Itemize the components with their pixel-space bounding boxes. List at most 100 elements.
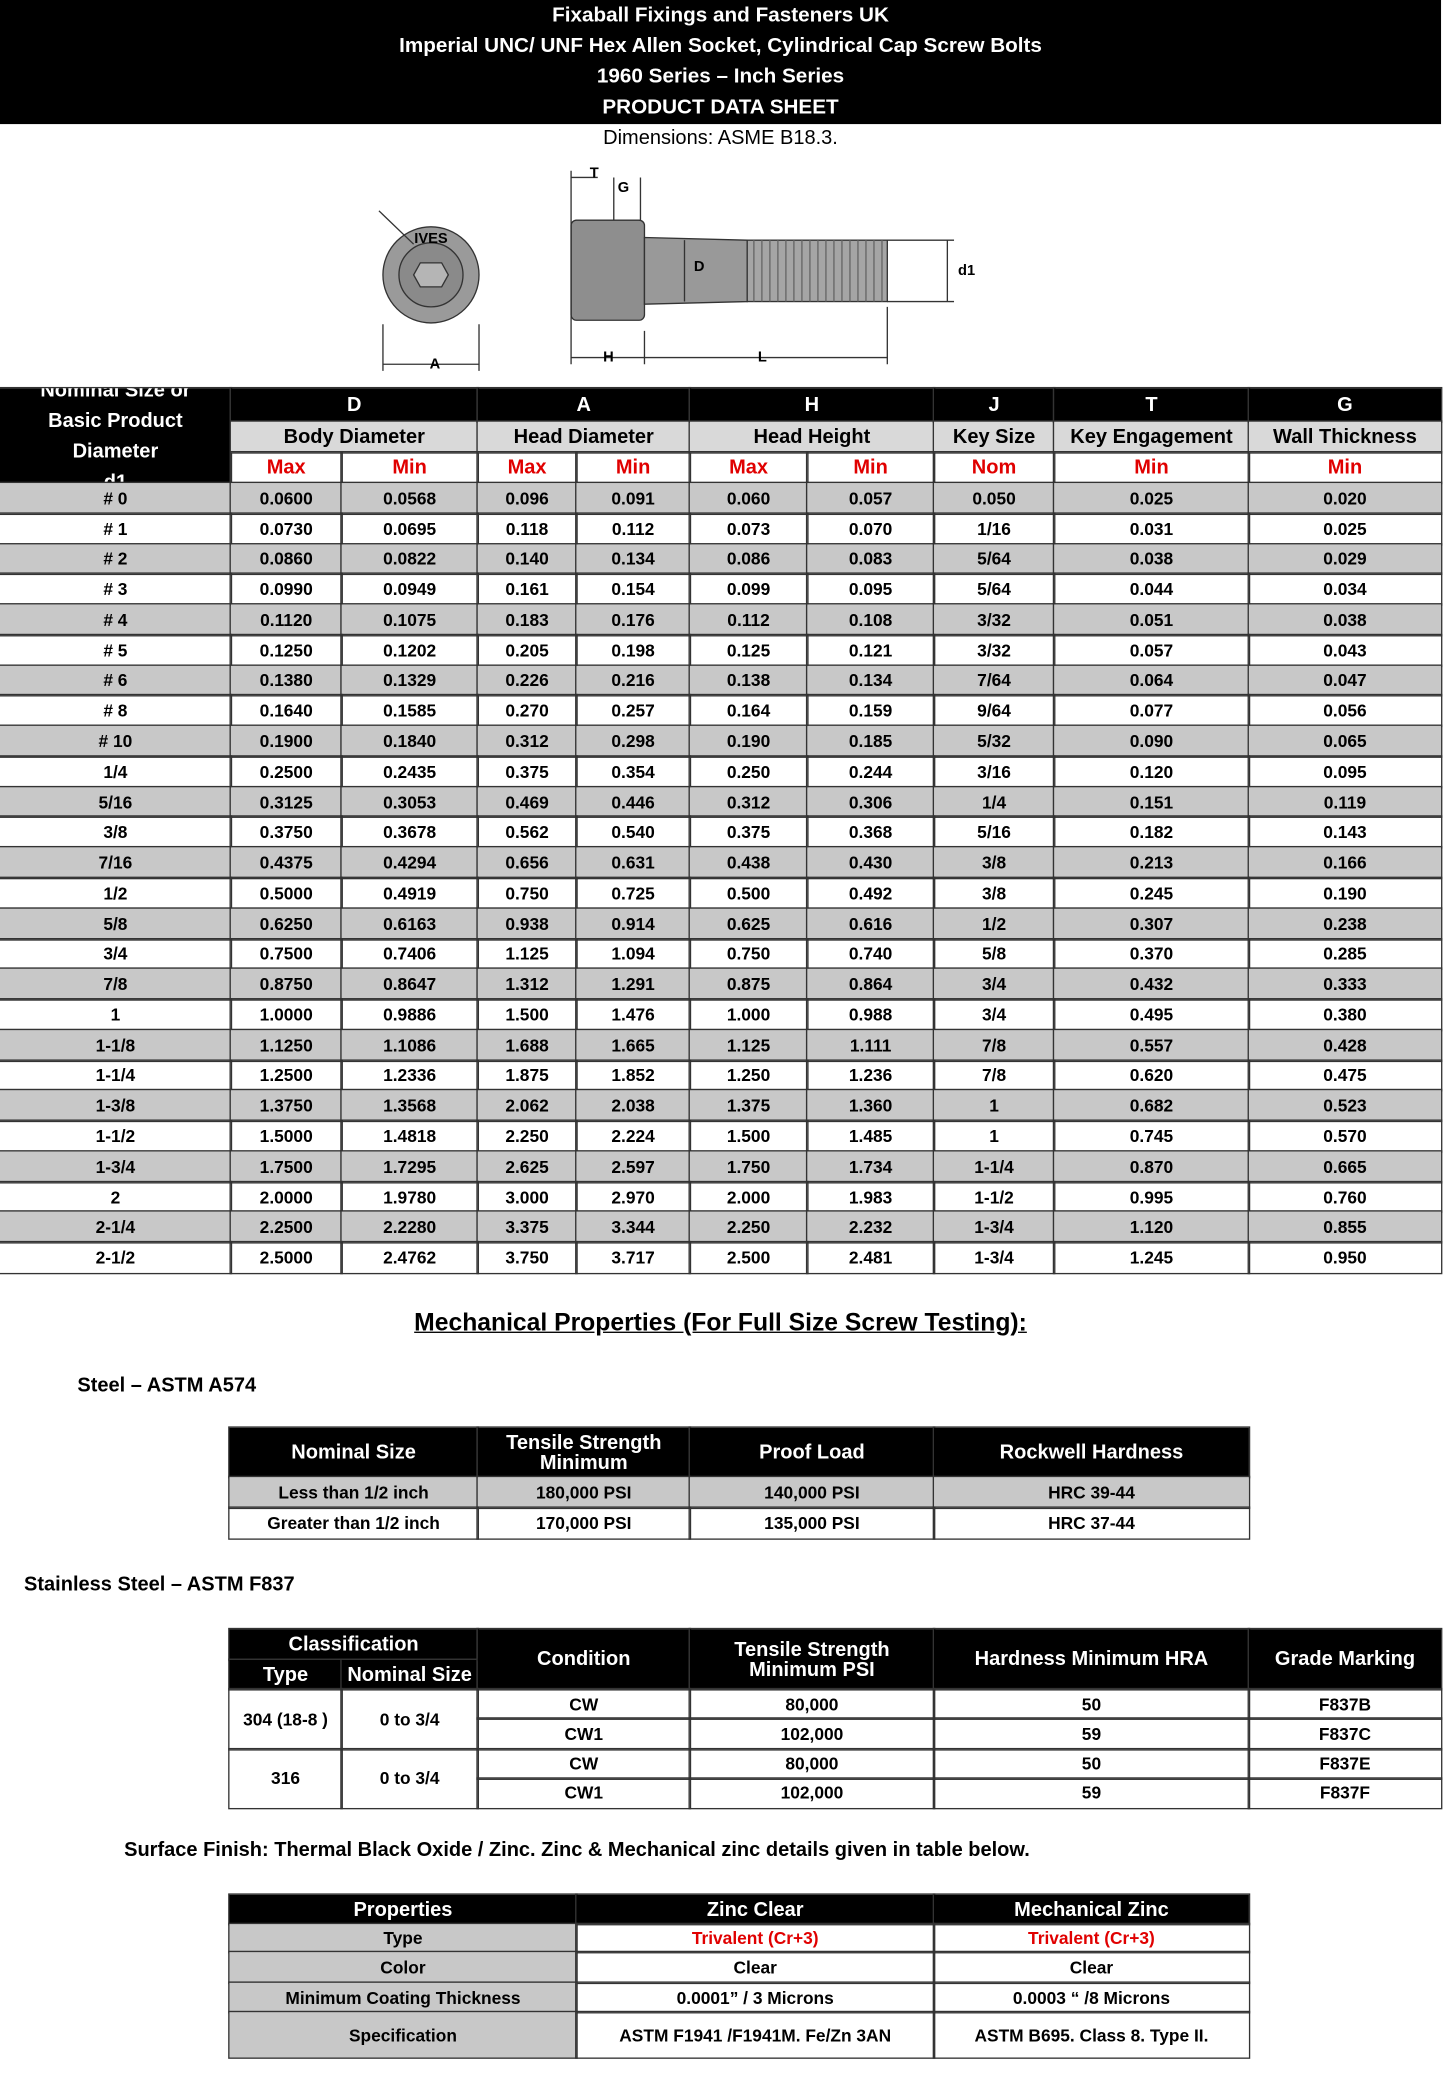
cell: 1.0000 <box>230 998 343 1031</box>
column-letter: T <box>1053 387 1250 423</box>
cell: 1-3/4 <box>933 1241 1055 1274</box>
cell: 2.000 <box>689 1181 808 1213</box>
cell: 2.597 <box>575 1150 691 1183</box>
cell: 0.038 <box>1248 603 1442 636</box>
head <box>570 219 646 321</box>
dim-label: L <box>758 350 767 366</box>
thread-lines <box>753 240 883 302</box>
cell: 5/32 <box>933 725 1055 758</box>
cell: Trivalent (Cr+3) <box>933 1923 1250 1953</box>
cell: 0.914 <box>575 907 691 940</box>
cell: 50 <box>933 1688 1250 1720</box>
cell: 0.270 <box>477 695 578 727</box>
column-sub: Min <box>1053 451 1250 484</box>
header-cell: Type <box>228 1659 343 1690</box>
cell: 0.166 <box>1248 846 1442 879</box>
cell: 0.154 <box>575 573 691 606</box>
cell: 1/16 <box>933 512 1055 545</box>
cell: 0.375 <box>477 755 578 788</box>
cell: 0.475 <box>1248 1059 1442 1092</box>
cell: 59 <box>933 1718 1250 1750</box>
cell: 0.4375 <box>230 846 343 879</box>
stainless-heading: Stainless Steel – ASTM F837 <box>24 1573 295 1596</box>
cell: 0.125 <box>689 634 808 666</box>
cell: 0.562 <box>477 816 578 849</box>
dim-label: G <box>618 180 629 196</box>
cell: 0.446 <box>575 786 691 818</box>
cell: 0.083 <box>806 543 935 575</box>
size-cell: 3/8 <box>0 816 232 849</box>
cell: 0.070 <box>806 512 935 545</box>
cell: 0.086 <box>689 543 808 575</box>
cell: 3.750 <box>477 1241 578 1274</box>
cell: 0.161 <box>477 573 578 606</box>
cell: 1.7500 <box>230 1150 343 1183</box>
corner-text: Nominal Size or Basic Product Diameter d1 <box>0 388 231 483</box>
cell: 1-1/2 <box>933 1181 1055 1213</box>
corner-line: Basic Product <box>48 409 183 433</box>
cell: CW1 <box>477 1777 691 1809</box>
cell: 2.0000 <box>230 1181 343 1213</box>
cell: 0.557 <box>1053 1029 1250 1061</box>
cell: CW <box>477 1747 691 1779</box>
cell: 0.1840 <box>340 725 479 758</box>
cell: 102,000 <box>689 1777 935 1809</box>
cell: Trivalent (Cr+3) <box>575 1923 935 1953</box>
cell: 0.047 <box>1248 664 1442 697</box>
header-cell: Nominal Size <box>340 1659 479 1690</box>
cell: 0.616 <box>806 907 935 940</box>
size-cell: 2-1/4 <box>0 1211 232 1244</box>
dim-label: d1 <box>958 263 975 279</box>
cell: 5/64 <box>933 573 1055 606</box>
column-sub: Max <box>477 451 578 484</box>
cell: 0.051 <box>1053 603 1250 636</box>
size-cell: 3/4 <box>0 938 232 970</box>
cell: 2.2500 <box>230 1211 343 1244</box>
column-sub: Max <box>230 451 343 484</box>
cell: 0.870 <box>1053 1150 1250 1183</box>
size-cell: # 2 <box>0 543 232 575</box>
dim-label: D <box>694 259 705 275</box>
cell: 3/4 <box>933 968 1055 1001</box>
cell: 1.9780 <box>340 1181 479 1213</box>
cell: 0.065 <box>1248 725 1442 758</box>
cell: 1.125 <box>477 938 578 970</box>
cell: 2.250 <box>689 1211 808 1244</box>
header-cell: Nominal Size <box>228 1427 479 1478</box>
column-letter: J <box>933 387 1055 423</box>
cell: F837F <box>1248 1777 1442 1809</box>
size-cell: 7/16 <box>0 846 232 879</box>
cell: CW1 <box>477 1718 691 1750</box>
size-cell: # 8 <box>0 695 232 727</box>
header-band: Fixaball Fixings and Fasteners UK Imperi… <box>0 0 1442 125</box>
cell: 1.111 <box>806 1029 935 1061</box>
cell: 102,000 <box>689 1718 935 1750</box>
cell: 0.159 <box>806 695 935 727</box>
cell: 50 <box>933 1747 1250 1779</box>
cell: 1/4 <box>933 786 1055 818</box>
corner-line: d1 <box>103 471 128 484</box>
header-cell: Mechanical Zinc <box>933 1894 1250 1925</box>
header-cell: Rockwell Hardness <box>933 1427 1250 1478</box>
cell: ASTM B695. Class 8. Type II. <box>933 2011 1250 2059</box>
cell: 0.034 <box>1248 573 1442 606</box>
cell: 2.2280 <box>340 1211 479 1244</box>
cell: 0.0600 <box>230 482 343 515</box>
cell: 0.244 <box>806 755 935 788</box>
cell: 0.057 <box>806 482 935 515</box>
type-cell: 316 <box>228 1747 343 1809</box>
cell: 2.481 <box>806 1241 935 1274</box>
cell: 0.938 <box>477 907 578 940</box>
column-letter: A <box>477 387 691 423</box>
cell: 0.213 <box>1053 846 1250 879</box>
size-cell: # 10 <box>0 725 232 758</box>
cell: Clear <box>933 1951 1250 1984</box>
cell: 170,000 PSI <box>477 1507 691 1540</box>
cell: 1.734 <box>806 1150 935 1183</box>
cell: 2.500 <box>689 1241 808 1274</box>
cell: 2.062 <box>477 1089 578 1122</box>
cell: 0.620 <box>1053 1059 1250 1092</box>
cell: 0.370 <box>1053 938 1250 970</box>
cell: 0.8750 <box>230 968 343 1001</box>
